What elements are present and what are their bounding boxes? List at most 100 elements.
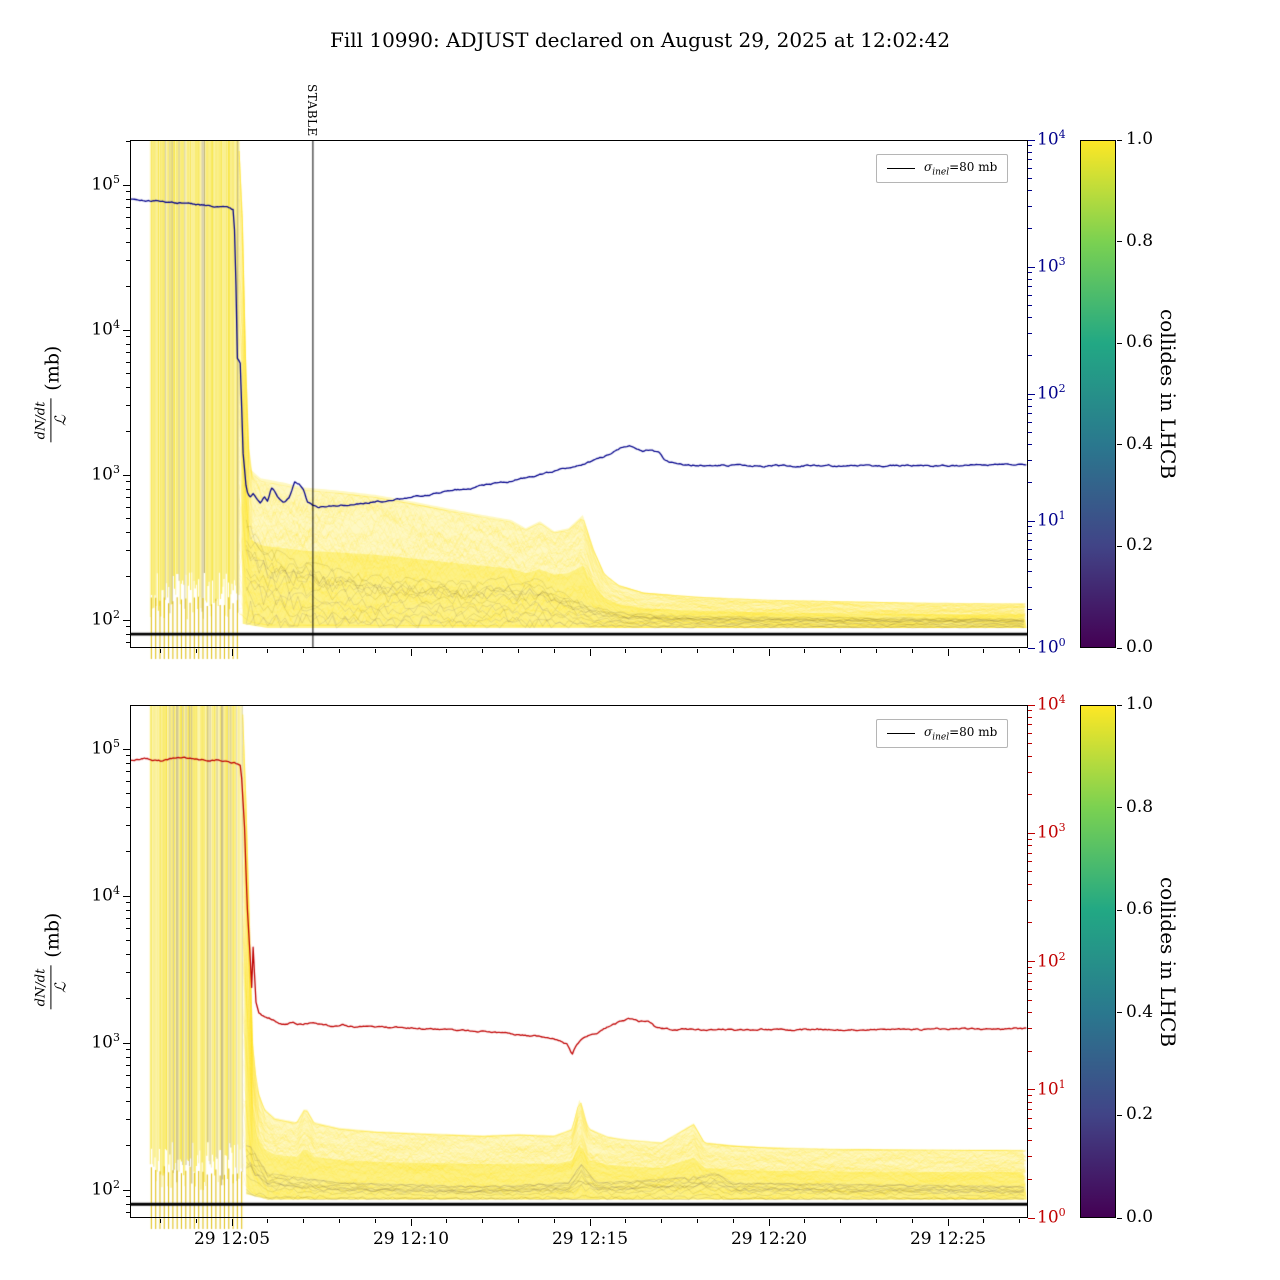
tick-mark xyxy=(126,361,130,363)
tick-mark xyxy=(1028,586,1032,588)
axis-tick-label: 104 xyxy=(1037,693,1066,715)
tick-mark xyxy=(1028,332,1032,334)
colorbar-tick-label: 1.0 xyxy=(1126,129,1154,149)
tick-mark xyxy=(1028,755,1032,757)
tick-mark xyxy=(126,633,130,635)
tick-mark xyxy=(126,343,130,345)
tick-mark xyxy=(126,1212,130,1214)
tick-mark xyxy=(123,1042,130,1044)
tick-mark xyxy=(126,1203,130,1205)
tick-mark xyxy=(1117,139,1122,141)
legend-label: σinel=80 mb xyxy=(924,725,997,742)
tick-mark xyxy=(1028,966,1032,968)
tick-mark xyxy=(126,1100,130,1102)
legend-label: σinel=80 mb xyxy=(924,160,997,177)
tick-mark xyxy=(804,1219,806,1223)
tick-mark xyxy=(983,649,985,653)
colorbar-tick-label: 0.4 xyxy=(1126,433,1154,454)
tick-mark xyxy=(126,939,130,941)
tick-mark xyxy=(1028,1089,1035,1091)
tick-mark xyxy=(126,1196,130,1198)
axis-tick-label: 102 xyxy=(1037,382,1066,404)
tick-mark xyxy=(195,1219,197,1223)
tick-mark xyxy=(1028,973,1032,975)
axis-tick-label: 102 xyxy=(91,1178,120,1200)
axis-tick-label: 102 xyxy=(1037,949,1066,972)
tick-mark xyxy=(1117,444,1122,446)
tick-mark xyxy=(231,649,233,656)
tick-mark xyxy=(126,1049,130,1051)
tick-mark xyxy=(1117,545,1122,547)
tick-mark xyxy=(661,649,663,653)
colorbar-tick-label: 0.0 xyxy=(1126,637,1154,657)
stable-annotation: STABLE xyxy=(304,84,319,137)
tick-mark xyxy=(126,496,130,498)
colorbar-tick-label: 0.8 xyxy=(1126,230,1154,251)
tick-mark xyxy=(195,649,197,653)
axis-tick-label: 104 xyxy=(1037,128,1066,150)
tick-mark xyxy=(840,649,842,653)
tick-mark xyxy=(126,405,130,407)
tick-mark xyxy=(126,755,130,757)
tick-mark xyxy=(1028,526,1032,528)
tick-mark xyxy=(1028,732,1032,734)
tick-mark xyxy=(410,649,412,656)
tick-mark xyxy=(804,649,806,653)
tick-mark xyxy=(1028,482,1032,484)
tick-mark xyxy=(911,649,913,653)
tick-mark xyxy=(1028,961,1035,962)
tick-mark xyxy=(410,1219,412,1226)
tick-mark xyxy=(625,1219,627,1223)
tick-mark xyxy=(1028,459,1032,461)
tick-mark xyxy=(126,481,130,483)
ylabel-fraction: dN/dt ℒ xyxy=(33,398,69,443)
tick-mark xyxy=(303,1219,305,1223)
tick-mark xyxy=(1028,838,1032,840)
tick-mark xyxy=(126,918,130,920)
tick-mark xyxy=(1028,883,1032,885)
tick-mark xyxy=(126,285,130,287)
colorbar-tick-label: 0.0 xyxy=(1126,1207,1154,1227)
tick-mark xyxy=(126,641,130,643)
tick-mark xyxy=(1028,205,1032,207)
tick-mark xyxy=(1028,548,1032,550)
colorbar-tick-label: 0.6 xyxy=(1126,332,1154,353)
y-axis-label-top: dN/dt ℒ (mb) xyxy=(33,346,69,443)
tick-mark xyxy=(126,506,130,508)
tick-mark xyxy=(1117,1012,1122,1014)
tick-mark xyxy=(840,1219,842,1223)
tick-mark xyxy=(123,619,130,621)
tick-mark xyxy=(1028,399,1032,401)
tick-mark xyxy=(1028,304,1032,306)
axis-tick-label: 103 xyxy=(91,1031,120,1053)
tick-mark xyxy=(126,242,130,244)
colorbar-tick-label: 0.2 xyxy=(1126,1104,1154,1125)
tick-mark xyxy=(1028,139,1035,141)
tick-mark xyxy=(1028,1012,1032,1014)
tick-mark xyxy=(126,781,130,783)
tick-mark xyxy=(1028,1117,1032,1119)
tick-mark xyxy=(126,825,130,827)
tick-mark xyxy=(1028,1050,1032,1052)
tick-mark xyxy=(126,806,130,808)
tick-mark xyxy=(231,1219,233,1226)
tick-mark xyxy=(126,851,130,853)
tick-mark xyxy=(123,184,130,186)
tick-mark xyxy=(1028,980,1032,982)
x-axis-tick-label: 29 12:05 xyxy=(193,1229,271,1249)
tick-mark xyxy=(1028,647,1035,649)
tick-mark xyxy=(1019,1219,1021,1223)
tick-mark xyxy=(1028,558,1032,560)
tick-mark xyxy=(1028,167,1032,169)
tick-mark xyxy=(126,1056,130,1058)
tick-mark xyxy=(1028,743,1032,745)
tick-mark xyxy=(1117,241,1122,243)
plot-canvas-bottom xyxy=(130,705,1028,1232)
axis-tick-label: 103 xyxy=(1037,821,1066,843)
tick-mark xyxy=(1028,294,1032,296)
tick-mark xyxy=(1028,1127,1032,1129)
tick-mark xyxy=(126,998,130,1000)
tick-mark xyxy=(1028,999,1032,1001)
legend-sigma: σ xyxy=(924,725,933,739)
legend-line-sample xyxy=(887,733,915,735)
